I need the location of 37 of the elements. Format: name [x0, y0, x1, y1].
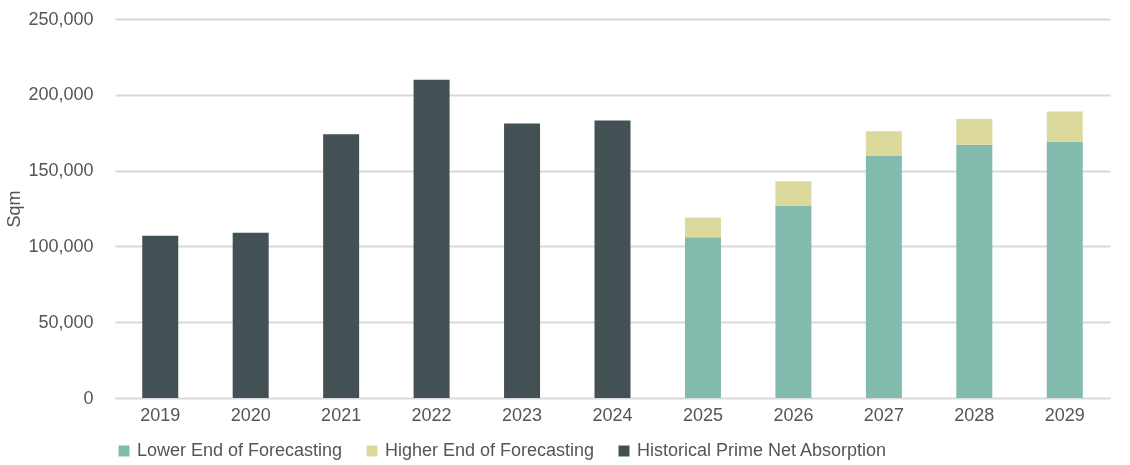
bar	[956, 144, 993, 398]
x-tick-label: 2019	[140, 404, 181, 425]
x-tick-label: 2021	[321, 404, 362, 425]
bar	[684, 217, 721, 238]
x-tick-label: 2026	[773, 404, 814, 425]
bar	[504, 123, 541, 398]
y-axis-title: Sqm	[4, 190, 25, 228]
x-tick-label: 2029	[1044, 404, 1085, 425]
bar	[775, 205, 812, 398]
bar	[232, 232, 269, 398]
y-tick-label: 250,000	[28, 8, 94, 29]
x-tick-label: 2020	[230, 404, 271, 425]
bar	[1046, 141, 1083, 398]
y-tick-label: 0	[83, 387, 94, 408]
bar	[684, 237, 721, 398]
x-tick-label: 2028	[954, 404, 995, 425]
legend-label: Historical Prime Net Absorption	[637, 440, 887, 460]
y-tick-label: 50,000	[38, 311, 94, 332]
bar	[865, 155, 902, 398]
bar	[323, 134, 360, 398]
legend-label: Lower End of Forecasting	[137, 440, 343, 460]
bar	[142, 235, 179, 398]
x-tick-label: 2022	[411, 404, 452, 425]
x-tick-label: 2024	[592, 404, 633, 425]
bar	[865, 131, 902, 156]
bar	[1046, 111, 1083, 142]
x-tick-label: 2025	[682, 404, 723, 425]
y-tick-label: 100,000	[28, 235, 94, 256]
legend-label: Higher End of Forecasting	[385, 440, 595, 460]
bar	[956, 119, 993, 145]
x-tick-label: 2023	[502, 404, 543, 425]
y-tick-label: 200,000	[28, 84, 94, 105]
x-tick-label: 2027	[863, 404, 904, 425]
y-tick-label: 150,000	[28, 160, 94, 181]
bar	[413, 79, 450, 398]
bar	[775, 181, 812, 206]
bar	[594, 120, 631, 398]
